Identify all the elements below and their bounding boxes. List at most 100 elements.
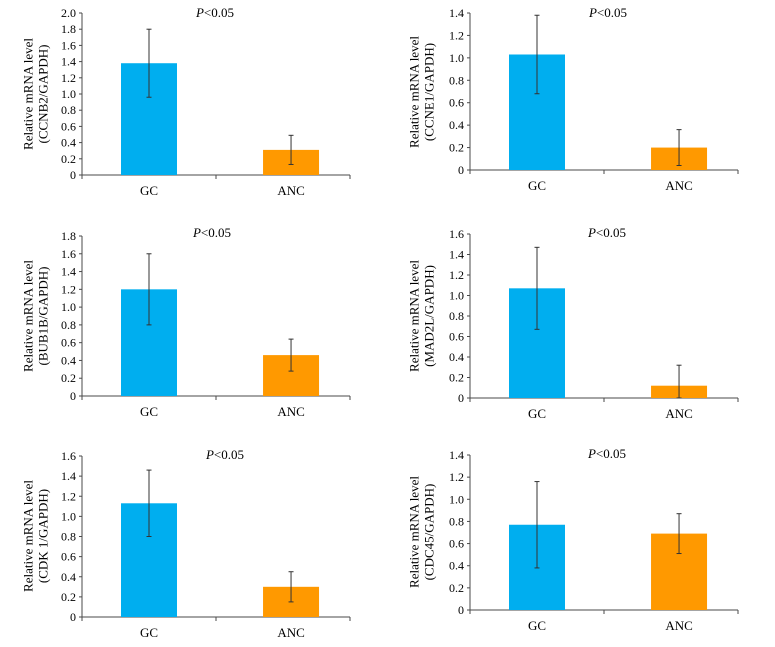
y-tick-label: 0.8 (449, 309, 464, 323)
y-tick-label: 0.4 (449, 559, 464, 573)
y-tick-label: 1.2 (449, 268, 464, 282)
p-value-threshold: <0.05 (214, 447, 244, 462)
y-axis-label: Relative mRNA level(CDC45/GAPDH) (407, 476, 437, 588)
y-tick-label: 1.4 (61, 469, 76, 483)
y-tick-label: 1.6 (61, 449, 76, 463)
chart-3: 0 0.2 0.4 0.6 0.8 1.0 1.2 1.4 1.6 1.8 GC ANC Relativ… (21, 225, 351, 419)
p-value-symbol: P (587, 225, 596, 240)
p-value-annotation: P<0.05 (587, 446, 626, 461)
chart-2: 0 0.2 0.4 0.6 0.8 1.0 1.2 1.4 GC ANC Relative mRNA… (407, 5, 739, 193)
y-tick-label: 1.4 (449, 448, 464, 462)
y-tick-label: 0.6 (449, 537, 464, 551)
p-value-annotation: P<0.05 (205, 447, 244, 462)
y-tick-label: 0.2 (61, 152, 76, 166)
p-value-threshold: <0.05 (204, 5, 234, 20)
y-tick-label: 0.8 (61, 318, 76, 332)
y-tick-label: 0.8 (449, 73, 464, 87)
y-tick-label: 1.8 (61, 22, 76, 36)
y-tick-label: 0.6 (449, 96, 464, 110)
chart-6: 0 0.2 0.4 0.6 0.8 1.0 1.2 1.4 GC ANC Relative mRNA… (407, 446, 739, 633)
y-axis-label-line: (CDC45/GAPDH) (422, 484, 437, 581)
p-value-symbol: P (587, 446, 596, 461)
y-tick-label: 0.2 (449, 581, 464, 595)
y-tick-label: 1.0 (61, 300, 76, 314)
y-tick-label: 0.4 (61, 353, 76, 367)
category-label-gc: GC (528, 406, 546, 421)
y-tick-label: 1.4 (61, 265, 76, 279)
y-tick-label: 0.6 (61, 336, 76, 350)
y-tick-label: 0 (70, 168, 76, 182)
category-label-anc: ANC (665, 618, 692, 633)
y-axis-label-line: (MAD2L/GAPDH) (422, 265, 437, 367)
y-tick-label: 1.0 (449, 289, 464, 303)
category-label-gc: GC (528, 618, 546, 633)
chart-4: 0 0.2 0.4 0.6 0.8 1.0 1.2 1.4 1.6 GC ANC Relative m… (407, 225, 739, 421)
p-value-threshold: <0.05 (596, 225, 626, 240)
p-value-annotation: P<0.05 (588, 5, 627, 20)
p-value-annotation: P<0.05 (195, 5, 234, 20)
y-tick-label: 1.6 (61, 38, 76, 52)
category-label-anc: ANC (665, 406, 692, 421)
y-axis-label-line: Relative mRNA level (407, 476, 422, 588)
y-tick-label: 1.0 (449, 51, 464, 65)
category-label-gc: GC (140, 625, 158, 640)
category-label-anc: ANC (277, 183, 304, 198)
category-label-gc: GC (140, 404, 158, 419)
p-value-symbol: P (205, 447, 214, 462)
y-tick-label: 0 (458, 391, 464, 405)
p-value-threshold: <0.05 (597, 5, 627, 20)
y-tick-label: 0.4 (449, 350, 464, 364)
y-tick-label: 0.8 (61, 103, 76, 117)
y-tick-label: 1.4 (61, 55, 76, 69)
y-tick-label: 0.6 (61, 119, 76, 133)
category-label-gc: GC (528, 178, 546, 193)
y-tick-label: 1.2 (449, 470, 464, 484)
y-tick-label: 0.4 (61, 570, 76, 584)
y-tick-label: 1.0 (449, 492, 464, 506)
y-tick-label: 0 (70, 610, 76, 624)
chart-5: 0 0.2 0.4 0.6 0.8 1.0 1.2 1.4 1.6 GC ANC Relative m… (21, 447, 351, 640)
y-tick-label: 0.6 (449, 330, 464, 344)
y-tick-label: 0.2 (61, 590, 76, 604)
y-tick-label: 0 (458, 163, 464, 177)
category-label-anc: ANC (277, 625, 304, 640)
y-axis-label: Relative mRNA level(CDK 1/GAPDH) (21, 480, 51, 592)
y-axis-label-line: Relative mRNA level (21, 260, 36, 372)
y-axis-label-line: (CCNB2/GAPDH) (36, 45, 51, 144)
y-tick-label: 1.0 (61, 509, 76, 523)
y-tick-label: 0.2 (449, 141, 464, 155)
y-axis-label: Relative mRNA level(CCNE1/GAPDH) (407, 36, 437, 148)
p-value-threshold: <0.05 (596, 446, 626, 461)
y-axis-label-line: Relative mRNA level (407, 36, 422, 148)
y-tick-label: 0.2 (61, 371, 76, 385)
y-axis-label: Relative mRNA level(BUB1B/GAPDH) (21, 260, 51, 372)
y-tick-label: 1.0 (61, 87, 76, 101)
category-label-anc: ANC (277, 404, 304, 419)
y-tick-label: 0.6 (61, 550, 76, 564)
y-axis-label-line: (BUB1B/GAPDH) (36, 267, 51, 366)
y-tick-label: 1.2 (61, 71, 76, 85)
y-tick-label: 1.2 (61, 282, 76, 296)
y-tick-label: 0.4 (61, 136, 76, 150)
y-axis-label-line: (CCNE1/GAPDH) (422, 43, 437, 141)
y-axis-label-line: (CDK 1/GAPDH) (36, 489, 51, 583)
y-axis-label-line: Relative mRNA level (21, 38, 36, 150)
p-value-threshold: <0.05 (201, 225, 231, 240)
y-tick-label: 1.4 (449, 248, 464, 262)
y-tick-label: 0 (458, 603, 464, 617)
chart-1: 0 0.2 0.4 0.6 0.8 1.0 1.2 1.4 1.6 1.8 2.0 GC ANC Rela… (21, 5, 351, 198)
y-axis-label-line: Relative mRNA level (407, 260, 422, 372)
y-tick-label: 1.4 (449, 6, 464, 20)
p-value-symbol: P (588, 5, 597, 20)
y-tick-label: 2.0 (61, 6, 76, 20)
category-label-gc: GC (140, 183, 158, 198)
y-tick-label: 0.2 (449, 371, 464, 385)
p-value-symbol: P (192, 225, 201, 240)
y-tick-label: 0 (70, 389, 76, 403)
p-value-annotation: P<0.05 (192, 225, 231, 240)
p-value-symbol: P (195, 5, 204, 20)
y-tick-label: 1.2 (449, 28, 464, 42)
y-tick-label: 1.8 (61, 229, 76, 243)
p-value-annotation: P<0.05 (587, 225, 626, 240)
